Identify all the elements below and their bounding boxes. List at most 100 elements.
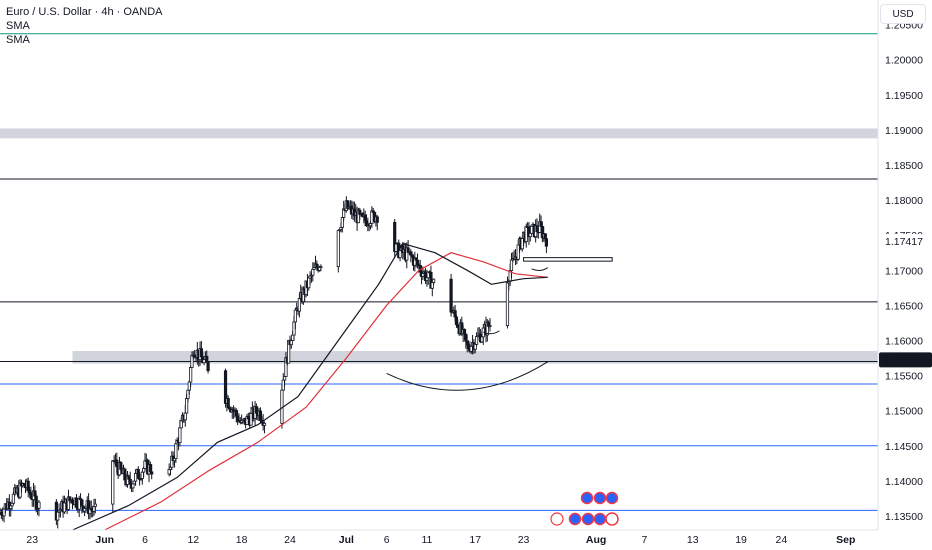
candle-body	[291, 334, 295, 341]
price-zone	[72, 350, 878, 364]
candle-body	[297, 298, 301, 312]
event-markers[interactable]	[550, 491, 619, 526]
arc-annotation	[386, 361, 549, 391]
candle-body	[115, 459, 119, 468]
time-tick-label: 24	[775, 534, 787, 546]
candle-body	[509, 259, 514, 272]
event-icon	[605, 491, 619, 505]
currency-button[interactable]: USD	[880, 4, 926, 24]
horizontal-levels	[0, 33, 878, 511]
flash-icon	[550, 512, 564, 526]
time-tick-label: 13	[687, 534, 699, 546]
candle-body	[307, 277, 311, 289]
candle-body	[179, 420, 183, 429]
candle-body	[281, 379, 285, 391]
candle-body	[336, 230, 340, 268]
candle-body	[119, 462, 123, 470]
candle-body	[92, 506, 96, 512]
sma-lines	[72, 242, 548, 531]
candle-body	[453, 310, 457, 318]
candle-body	[254, 406, 259, 414]
candle-body	[480, 336, 484, 343]
time-tick-label: 6	[142, 534, 148, 546]
candle-body	[127, 475, 131, 480]
candle-body	[150, 471, 154, 475]
price-tick-label: 1.15000	[885, 406, 923, 418]
candle-body	[56, 511, 60, 521]
candle-body	[80, 499, 84, 507]
time-tick-label: 12	[187, 534, 199, 546]
candle-body	[539, 221, 543, 227]
candle-body	[311, 268, 315, 276]
time-tick-label: 23	[26, 534, 38, 546]
price-tick-label: 1.15500	[885, 371, 923, 383]
candle-body	[234, 409, 238, 417]
candle-body	[183, 412, 187, 421]
time-tick-label: Jul	[339, 534, 354, 546]
candle-body	[34, 495, 38, 510]
last-price-label: 1.17417	[885, 236, 923, 248]
sma-fast-line	[72, 242, 548, 531]
candle-body	[111, 460, 115, 505]
chart-legend: Euro / U.S. Dollar · 4h · OANDA SMA SMA	[6, 5, 163, 47]
flag-icon	[605, 512, 619, 526]
indicator-sma-2[interactable]: SMA	[6, 34, 30, 46]
symbol-title[interactable]: Euro / U.S. Dollar · 4h · OANDA	[6, 6, 163, 18]
price-tick-label: 1.18500	[885, 160, 923, 172]
candle-body	[543, 233, 547, 240]
candle-body	[205, 355, 209, 363]
candle-body	[469, 345, 473, 352]
candle-body	[505, 282, 510, 326]
candle-body	[466, 344, 471, 350]
candle-body	[421, 273, 425, 277]
candle-body	[432, 278, 436, 283]
candle-body	[189, 367, 193, 383]
candle-body	[33, 490, 37, 497]
arc-annotation	[483, 330, 500, 335]
candle-body	[319, 266, 323, 269]
price-tick-label: 1.16500	[885, 300, 923, 312]
candle-body	[340, 217, 344, 228]
candle-body	[185, 397, 189, 414]
time-tick-label: Sep	[836, 534, 855, 546]
time-tick-label: 17	[469, 534, 481, 546]
time-axis[interactable]: 23 Jun 6 12 18 24 Jul 6 11 17 23 Aug 7 13 19 24 Sep	[26, 534, 855, 546]
time-tick-label: 19	[735, 534, 747, 546]
time-tick-label: Jun	[95, 534, 114, 546]
candlesticks	[0, 196, 549, 529]
candle-body	[293, 309, 297, 323]
candle-body	[363, 214, 367, 221]
candle-body	[226, 398, 230, 409]
time-tick-label: 23	[518, 534, 530, 546]
price-zone	[523, 257, 613, 262]
candle-body	[488, 325, 492, 327]
candle-body	[167, 468, 171, 475]
price-zone	[0, 128, 878, 139]
candle-body	[462, 329, 467, 335]
candle-body	[375, 216, 379, 223]
candle-body	[520, 238, 524, 250]
current-price-label: 1.15716	[885, 355, 923, 367]
time-tick-label: 24	[284, 534, 296, 546]
price-tick-label: 1.18000	[885, 195, 923, 207]
candle-body	[449, 278, 453, 313]
price-tick-label: 1.20000	[885, 55, 923, 67]
event-icon	[593, 512, 607, 526]
candle-body	[93, 503, 97, 507]
candle-body	[70, 499, 75, 503]
indicator-sma-1[interactable]: SMA	[6, 20, 30, 32]
candle-body	[123, 468, 127, 481]
candle-body	[199, 348, 203, 358]
time-tick-label: 6	[384, 534, 390, 546]
candle-body	[174, 443, 178, 459]
candle-body	[283, 376, 287, 381]
candle-body	[473, 343, 477, 350]
candle-body	[425, 277, 429, 281]
price-tick-label: 1.19500	[885, 90, 923, 102]
last-price-tag-bg	[879, 233, 932, 248]
price-tick-label: 1.17000	[885, 265, 923, 277]
price-axis[interactable]: 1.205001.200001.195001.190001.185001.180…	[885, 20, 923, 523]
arc-annotation	[531, 267, 549, 272]
candle-body	[249, 413, 253, 426]
